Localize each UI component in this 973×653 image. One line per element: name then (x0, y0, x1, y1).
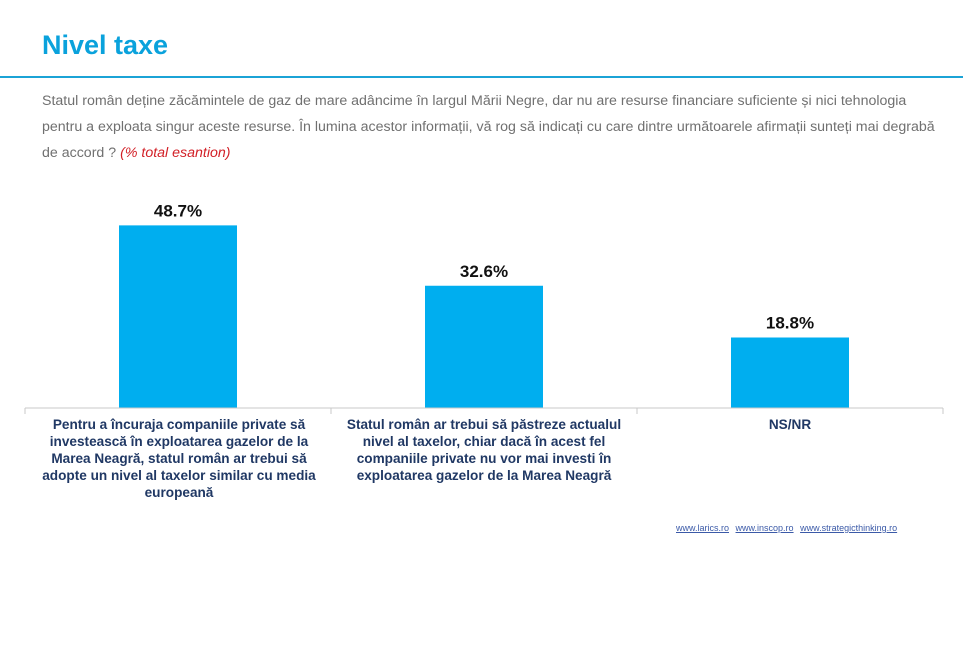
bar (731, 337, 849, 408)
source-link-larics[interactable]: www.larics.ro (676, 523, 730, 533)
bar (425, 285, 543, 408)
source-links: www.larics.ro www.inscop.ro www.strategi… (676, 523, 901, 533)
source-link-inscop[interactable]: www.inscop.ro (735, 523, 794, 533)
source-link-strategicthinking[interactable]: www.strategicthinking.ro (800, 523, 898, 533)
category-label: Pentru a încuraja companiile private să … (42, 417, 316, 500)
question-text: Statul român deține zăcămintele de gaz d… (42, 88, 942, 166)
question-body: Statul român deține zăcămintele de gaz d… (42, 93, 935, 161)
bar (119, 225, 237, 408)
bars-group: 48.7% 32.6% 18.8% (119, 201, 849, 408)
category-label: Statul român ar trebui să păstreze actua… (346, 417, 622, 483)
page-title: Nivel taxe (42, 30, 169, 60)
value-label: 18.8% (766, 314, 814, 333)
category-label: NS/NR (768, 417, 812, 432)
title-divider (0, 76, 963, 78)
value-label: 32.6% (460, 262, 508, 281)
sample-note: (% total esantion) (120, 145, 231, 161)
value-label: 48.7% (154, 201, 202, 220)
